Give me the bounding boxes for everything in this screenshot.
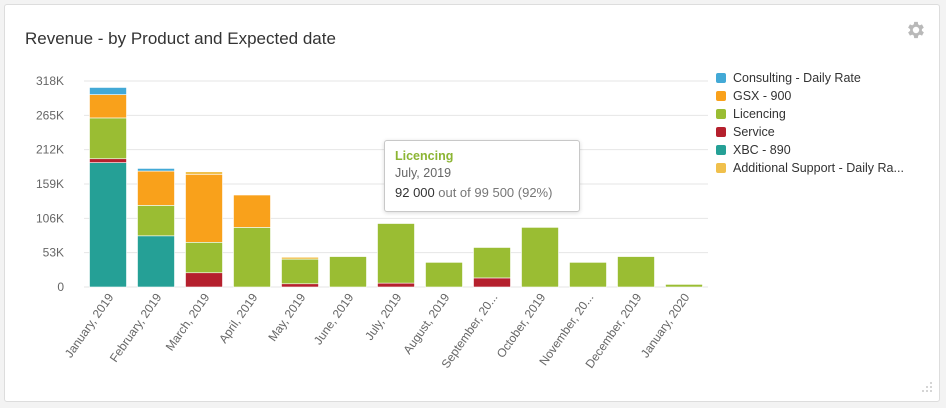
chart-tooltip: Licencing July, 2019 92 000 out of 99 50…: [384, 140, 580, 212]
y-tick-label: 265K: [36, 108, 64, 122]
tooltip-detail: out of 99 500 (92%): [438, 185, 553, 200]
bar-segment[interactable]: [521, 227, 559, 288]
legend-item[interactable]: Consulting - Daily Rate: [716, 69, 930, 87]
bar-segment[interactable]: [473, 247, 511, 279]
y-tick-label: 53K: [43, 246, 64, 260]
x-tick-label: January, 2020: [638, 290, 693, 360]
legend-swatch: [716, 91, 726, 101]
legend-swatch: [716, 127, 726, 137]
tooltip-value: 92 000: [395, 185, 435, 200]
legend-item[interactable]: Additional Support - Daily Ra...: [716, 159, 930, 177]
x-tick-label: February, 2019: [107, 290, 165, 364]
tooltip-date: July, 2019: [395, 166, 452, 180]
legend-label: GSX - 900: [733, 89, 792, 103]
legend-item[interactable]: Service: [716, 123, 930, 141]
bar-segment[interactable]: [185, 171, 223, 175]
bar-segment[interactable]: [665, 284, 703, 288]
bar-segment[interactable]: [137, 235, 175, 288]
x-tick-label: January, 2019: [62, 290, 117, 360]
x-tick-label: August, 2019: [400, 290, 452, 356]
gear-icon[interactable]: [905, 19, 927, 41]
bar-segment[interactable]: [89, 117, 127, 160]
widget-title: Revenue - by Product and Expected date: [25, 29, 336, 48]
legend-swatch: [716, 163, 726, 173]
legend-label: Additional Support - Daily Ra...: [733, 161, 904, 175]
bar-segment[interactable]: [569, 262, 607, 288]
x-tick-label: June, 2019: [311, 290, 357, 347]
bar-segment[interactable]: [89, 87, 127, 95]
y-tick-label: 106K: [36, 211, 64, 225]
legend-label: Service: [733, 125, 775, 139]
bar-segment[interactable]: [377, 282, 415, 288]
bar-segment[interactable]: [425, 262, 463, 288]
resize-handle-icon[interactable]: [919, 381, 933, 395]
legend-item[interactable]: XBC - 890: [716, 141, 930, 159]
bar-segment[interactable]: [89, 158, 127, 163]
y-tick-label: 159K: [36, 177, 64, 191]
bar-segment[interactable]: [233, 227, 271, 288]
legend-label: Licencing: [733, 107, 786, 121]
bar-segment[interactable]: [281, 256, 319, 260]
bar-segment[interactable]: [137, 205, 175, 237]
x-tick-label: April, 2019: [216, 290, 261, 345]
chart-legend: Consulting - Daily Rate GSX - 900 Licencin…: [716, 69, 930, 177]
legend-swatch: [716, 109, 726, 119]
y-tick-label: 0: [57, 280, 64, 294]
bar-segment[interactable]: [329, 256, 367, 288]
bar-segment[interactable]: [617, 256, 655, 288]
bar-segment[interactable]: [137, 170, 175, 206]
legend-item[interactable]: Licencing: [716, 105, 930, 123]
legend-item[interactable]: GSX - 900: [716, 87, 930, 105]
bar-segment[interactable]: [89, 162, 127, 288]
x-tick-label: May, 2019: [265, 290, 308, 343]
x-tick-label: March, 2019: [163, 290, 213, 353]
y-tick-label: 212K: [36, 143, 64, 157]
legend-swatch: [716, 73, 726, 83]
bar-segment[interactable]: [137, 168, 175, 172]
y-tick-label: 318K: [36, 74, 64, 88]
legend-swatch: [716, 145, 726, 155]
bar-segment[interactable]: [473, 277, 511, 288]
bar-segment[interactable]: [185, 173, 223, 243]
legend-label: Consulting - Daily Rate: [733, 71, 861, 85]
bar-segment[interactable]: [233, 194, 271, 228]
bar-segment[interactable]: [185, 272, 223, 288]
bar-segment[interactable]: [281, 258, 319, 285]
bar-segment[interactable]: [377, 223, 415, 284]
bar-segment[interactable]: [185, 242, 223, 274]
x-tick-label: July, 2019: [362, 290, 405, 342]
x-tick-label: October, 2019: [494, 290, 549, 360]
bar-segment[interactable]: [281, 283, 319, 288]
bar-segment[interactable]: [89, 94, 127, 119]
legend-label: XBC - 890: [733, 143, 791, 157]
tooltip-series: Licencing: [395, 149, 454, 163]
